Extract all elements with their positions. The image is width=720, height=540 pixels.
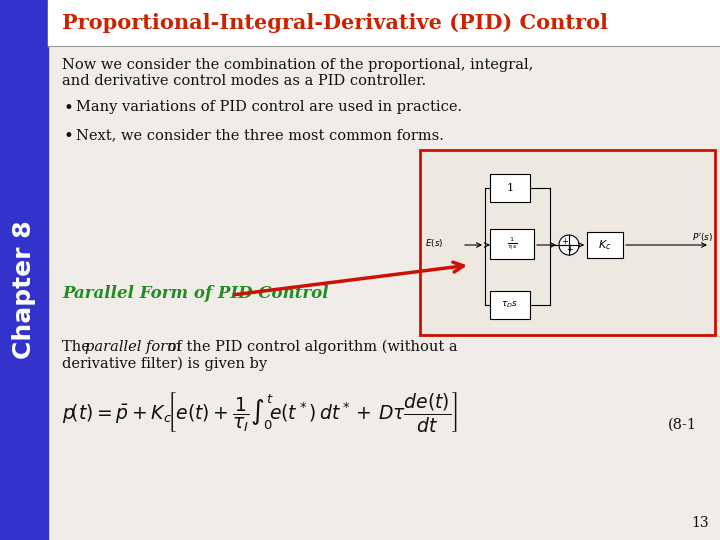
Bar xyxy=(490,229,534,259)
Text: +: + xyxy=(567,246,573,254)
Text: derivative filter) is given by: derivative filter) is given by xyxy=(62,357,267,372)
Bar xyxy=(48,0,720,46)
Bar xyxy=(587,232,623,258)
Text: $P'(s)$: $P'(s)$ xyxy=(692,231,713,243)
Text: •: • xyxy=(64,100,74,117)
Bar xyxy=(420,150,715,335)
Text: Parallel Form of PID Control: Parallel Form of PID Control xyxy=(62,285,328,302)
Text: of the PID control algorithm (without a: of the PID control algorithm (without a xyxy=(163,340,458,354)
Text: 1: 1 xyxy=(506,183,513,193)
Text: and derivative control modes as a PID controller.: and derivative control modes as a PID co… xyxy=(62,74,426,88)
Circle shape xyxy=(559,235,579,255)
Text: $p\!\left(t\right)=\bar{p}+K_c\!\left[e(t)+\dfrac{1}{\tau_I}\int_0^t\!e(t^*)\,dt: $p\!\left(t\right)=\bar{p}+K_c\!\left[e(… xyxy=(62,390,458,434)
Text: 13: 13 xyxy=(691,516,708,530)
Text: $\frac{1}{\tau_I s}$: $\frac{1}{\tau_I s}$ xyxy=(507,236,517,252)
Text: $\tau_D s$: $\tau_D s$ xyxy=(502,300,518,310)
Text: The: The xyxy=(62,340,94,354)
Text: (8-1: (8-1 xyxy=(668,418,697,432)
Text: Chapter 8: Chapter 8 xyxy=(12,221,36,359)
Text: +: + xyxy=(562,238,568,246)
Text: Next, we consider the three most common forms.: Next, we consider the three most common … xyxy=(76,128,444,142)
Text: $E(s)$: $E(s)$ xyxy=(425,237,444,249)
Bar xyxy=(0,0,48,540)
Text: •: • xyxy=(64,128,74,145)
Text: $K_c$: $K_c$ xyxy=(598,238,612,252)
Text: Many variations of PID control are used in practice.: Many variations of PID control are used … xyxy=(76,100,462,114)
Text: Now we consider the combination of the proportional, integral,: Now we consider the combination of the p… xyxy=(62,58,534,72)
Text: parallel form: parallel form xyxy=(85,340,181,354)
Bar xyxy=(490,291,530,319)
Bar xyxy=(490,174,530,202)
Text: Proportional-Integral-Derivative (PID) Control: Proportional-Integral-Derivative (PID) C… xyxy=(62,13,608,33)
